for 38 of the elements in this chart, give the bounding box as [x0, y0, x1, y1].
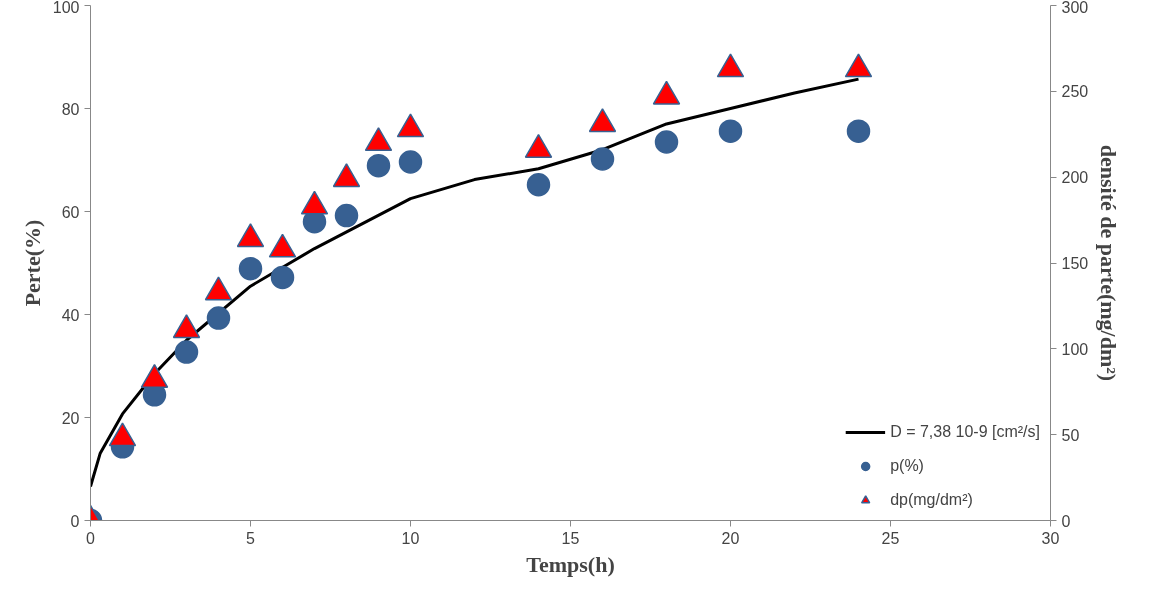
x-tick-label: 20 — [721, 529, 740, 547]
y2-tick-label: 250 — [1061, 83, 1089, 101]
x-tick-label: 15 — [561, 529, 580, 547]
y-tick-label: 80 — [61, 100, 80, 118]
point — [654, 130, 679, 154]
y2-tick-label: 50 — [1061, 426, 1080, 444]
point — [174, 340, 199, 364]
y-tick-label: 40 — [61, 306, 80, 324]
x-axis-title: Temps(h) — [526, 551, 615, 577]
point — [846, 119, 871, 143]
point — [270, 265, 295, 290]
x-tick-label: 0 — [86, 529, 96, 547]
x-tick-label: 25 — [881, 529, 900, 547]
point — [526, 172, 551, 197]
point — [366, 153, 391, 178]
x-tick-label: 30 — [1041, 529, 1060, 547]
y-axis-title: Perte(%) — [19, 219, 45, 307]
y2-tick-label: 0 — [1061, 512, 1071, 530]
y2-tick-label: 150 — [1061, 255, 1089, 272]
legend-label: D = 7,38 10-9 [cm²/s] — [890, 423, 1040, 441]
point — [398, 150, 423, 174]
x-tick-label: 5 — [246, 529, 256, 547]
x-tick-label: 10 — [401, 529, 420, 547]
y-tick-label: 20 — [61, 409, 80, 427]
y2-tick-label: 100 — [1061, 340, 1089, 358]
y2-tick-label: 200 — [1061, 169, 1089, 187]
point — [718, 119, 743, 143]
point — [206, 306, 231, 330]
point — [334, 203, 359, 228]
point — [238, 256, 263, 281]
y-tick-label: 100 — [52, 0, 80, 16]
legend-label: p(%) — [890, 457, 924, 475]
legend-label: dp(mg/dm²) — [890, 491, 973, 509]
y-tick-label: 0 — [70, 512, 80, 530]
y2-axis-title: densité de parte(mg/dm²) — [1096, 144, 1122, 382]
y-tick-label: 60 — [61, 203, 80, 221]
point — [590, 147, 615, 171]
y2-tick-label: 300 — [1061, 0, 1089, 16]
